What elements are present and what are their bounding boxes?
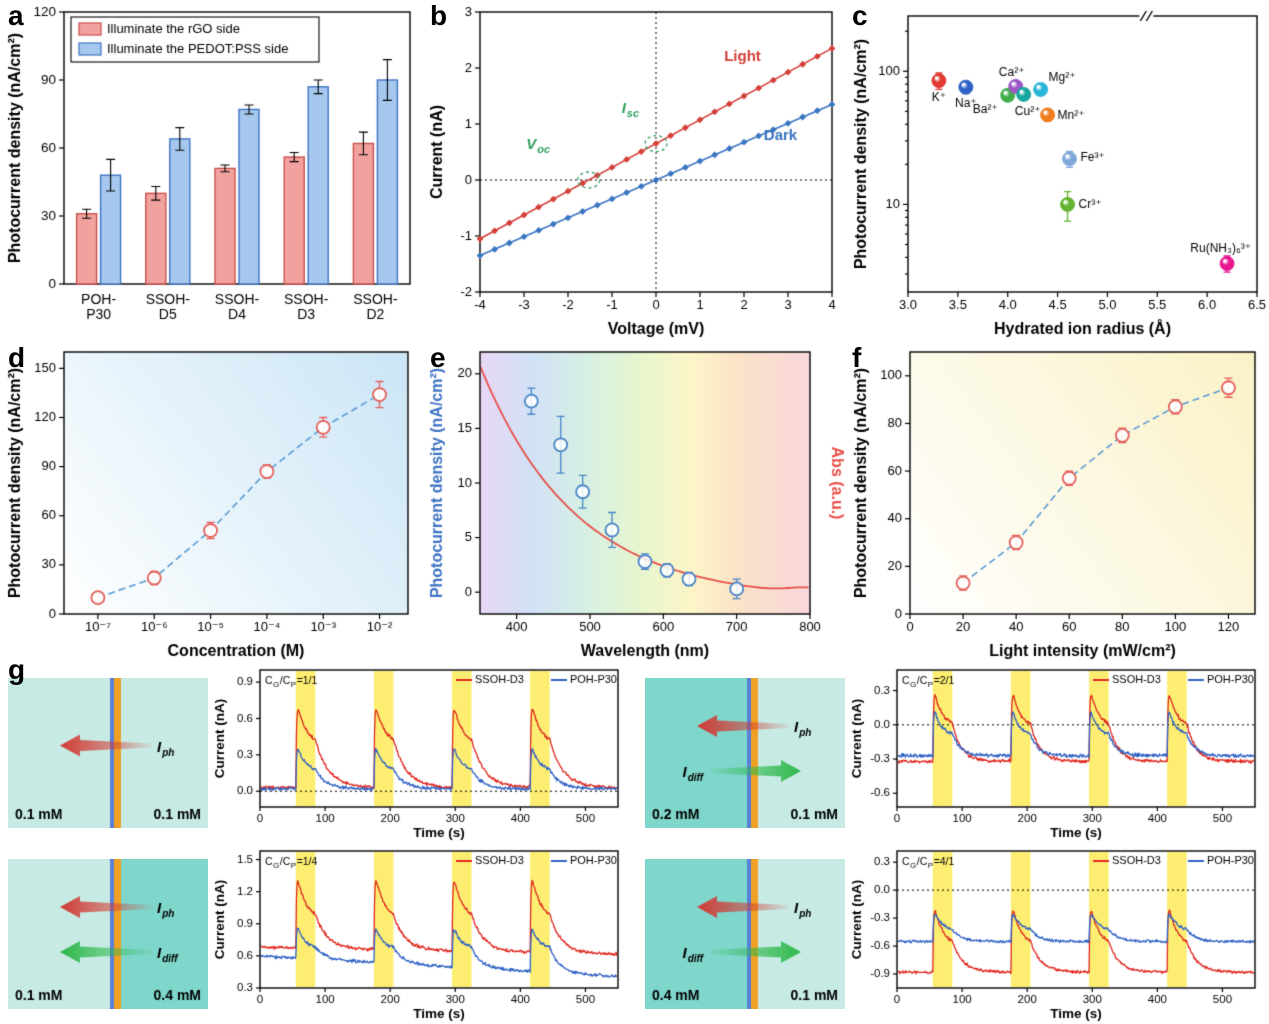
panel-e-wavelength-chart	[422, 340, 846, 662]
panel-g-cell-2	[645, 662, 1263, 843]
panel-label-g: g	[8, 654, 26, 685]
membrane-schematic-4	[645, 858, 845, 1009]
panel-b-iv-chart	[422, 0, 846, 340]
panel-label-f: f	[852, 342, 862, 373]
panel-label-a: a	[8, 0, 24, 31]
panel-label-b: b	[430, 0, 448, 31]
membrane-schematic-1	[8, 677, 208, 828]
panel-label-d: d	[8, 342, 26, 373]
time-trace-chart-1	[208, 662, 626, 843]
time-trace-chart-2	[845, 662, 1263, 843]
panel-d-concentration-chart	[0, 340, 422, 662]
time-trace-chart-4	[845, 843, 1263, 1024]
panel-f-intensity-chart	[846, 340, 1269, 662]
panel-g-cell-1	[8, 662, 626, 843]
membrane-schematic-2	[645, 677, 845, 828]
membrane-schematic-3	[8, 858, 208, 1009]
panel-label-c: c	[852, 0, 868, 31]
panel-a-bar-chart	[0, 0, 422, 340]
panel-label-e: e	[430, 342, 446, 373]
panel-g-cell-4	[645, 843, 1263, 1024]
panel-g-cell-3	[8, 843, 626, 1024]
panel-c-ion-scatter-chart	[846, 0, 1269, 340]
time-trace-chart-3	[208, 843, 626, 1024]
